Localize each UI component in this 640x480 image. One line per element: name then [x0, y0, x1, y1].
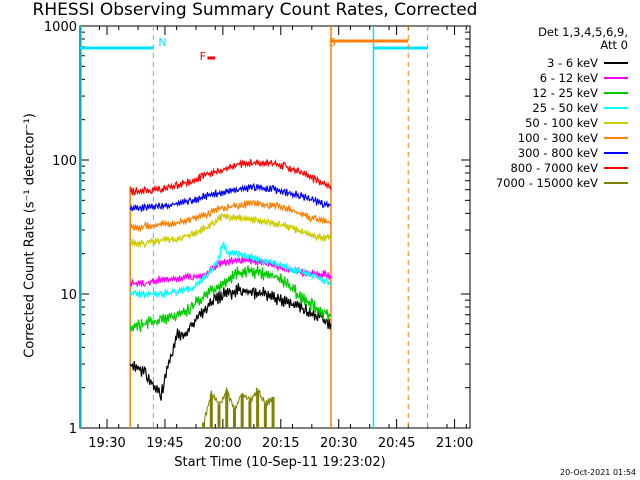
- annotation-f: F: [200, 50, 206, 63]
- legend-swatch: [604, 61, 628, 64]
- series-line: [203, 387, 274, 425]
- legend-label: 50 - 100 keV: [525, 115, 598, 130]
- legend-label: 25 - 50 keV: [532, 100, 598, 115]
- legend-label: 7000 - 15000 keV: [495, 175, 598, 190]
- legend: 3 - 6 keV 6 - 12 keV 12 - 25 keV 25 - 50 ke…: [470, 55, 628, 190]
- y-tick-label: 100: [52, 154, 77, 169]
- chart-title: RHESSI Observing Summary Count Rates, Co…: [32, 0, 478, 20]
- legend-swatch: [604, 76, 628, 79]
- x-tick-label: 20:00: [204, 436, 241, 451]
- legend-entry: 800 - 7000 keV: [470, 160, 628, 175]
- x-tick-label: 20:15: [262, 436, 299, 451]
- x-tick-label: 20:30: [320, 436, 357, 451]
- series-line: [129, 283, 332, 401]
- legend-label: 300 - 800 keV: [517, 145, 598, 160]
- detectors-label: Det 1,3,4,5,6,9,: [538, 25, 628, 39]
- x-tick-label: 19:30: [88, 436, 125, 451]
- generation-timestamp: 20-Oct-2021 01:54: [560, 468, 636, 477]
- plot-frame: [79, 25, 471, 429]
- y-axis-label: Corrected Count Rate (s⁻¹ detector⁻¹): [22, 113, 38, 358]
- x-tick-label: 21:00: [436, 436, 473, 451]
- y-tick-label: 1: [69, 422, 77, 437]
- series-line: [129, 212, 332, 249]
- series-line: [129, 240, 332, 300]
- legend-entry: 300 - 800 keV: [470, 145, 628, 160]
- series-line: [129, 199, 332, 233]
- legend-swatch: [604, 166, 628, 169]
- legend-label: 12 - 25 keV: [532, 85, 598, 100]
- series-line: [129, 182, 332, 212]
- legend-entry: 50 - 100 keV: [470, 115, 628, 130]
- attenuator-label: Att 0: [600, 38, 628, 52]
- x-axis-label: Start Time (10-Sep-11 19:23:02): [174, 455, 386, 470]
- y-tick-label: 1000: [44, 20, 77, 35]
- annotation-s: S: [329, 36, 336, 49]
- y-tick-label: 10: [60, 288, 77, 303]
- legend-swatch: [604, 151, 628, 154]
- legend-label: 100 - 300 keV: [517, 130, 598, 145]
- legend-entry: 3 - 6 keV: [470, 55, 628, 70]
- x-tick-label: 19:45: [146, 436, 183, 451]
- legend-label: 800 - 7000 keV: [510, 160, 598, 175]
- series-line: [129, 159, 332, 196]
- legend-swatch: [604, 106, 628, 109]
- detector-info: Det 1,3,4,5,6,9, Att 0: [478, 26, 628, 52]
- legend-swatch: [604, 181, 628, 184]
- legend-label: 6 - 12 keV: [539, 70, 598, 85]
- annotation-n: N: [158, 36, 166, 49]
- legend-swatch: [604, 91, 628, 94]
- series-line: [129, 265, 332, 332]
- x-tick-label: 20:45: [378, 436, 415, 451]
- legend-entry: 12 - 25 keV: [470, 85, 628, 100]
- legend-label: 3 - 6 keV: [547, 55, 598, 70]
- legend-entry: 100 - 300 keV: [470, 130, 628, 145]
- legend-entry: 6 - 12 keV: [470, 70, 628, 85]
- legend-entry: 7000 - 15000 keV: [470, 175, 628, 190]
- legend-swatch: [604, 136, 628, 139]
- legend-swatch: [604, 121, 628, 124]
- legend-entry: 25 - 50 keV: [470, 100, 628, 115]
